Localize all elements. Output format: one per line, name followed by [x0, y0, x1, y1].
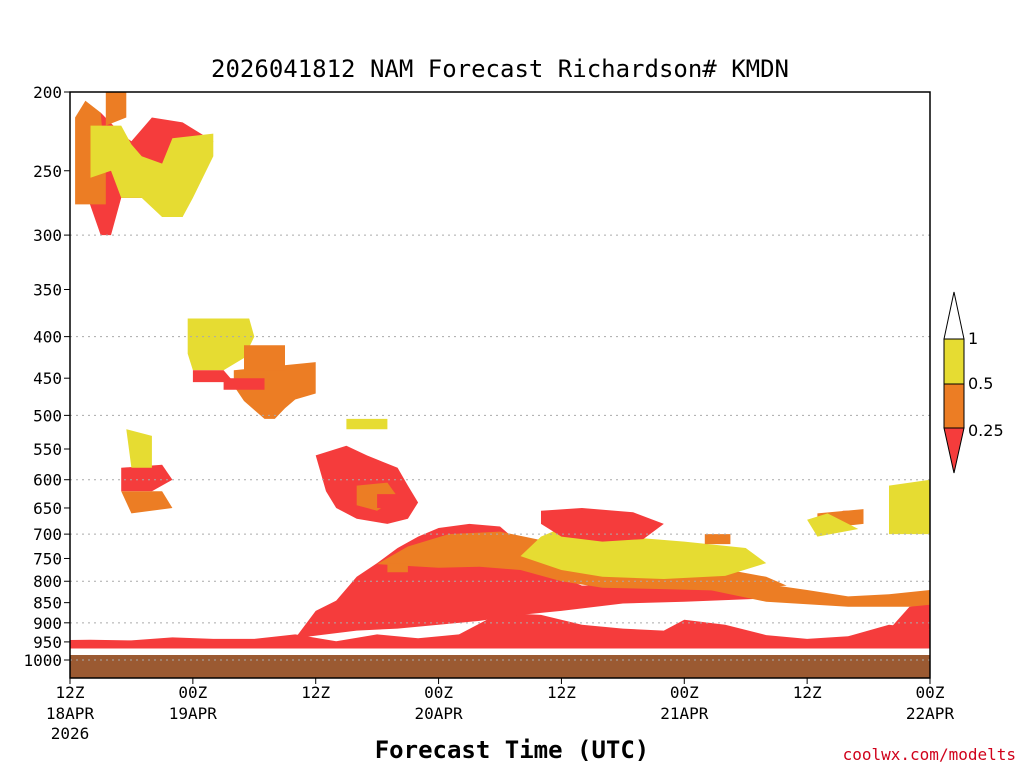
- ground-band: [70, 655, 930, 678]
- x-axis-label: Forecast Time (UTC): [375, 736, 650, 764]
- x-tick-year: 2026: [51, 724, 90, 743]
- y-tick-label: 600: [33, 471, 62, 490]
- colorbar-bin: [943, 383, 965, 429]
- y-tick-label: 950: [33, 633, 62, 652]
- y-tick-label: 1000: [23, 651, 62, 670]
- y-tick-label: 350: [33, 280, 62, 299]
- y-tick-label: 450: [33, 369, 62, 388]
- ri-region-low: [889, 604, 930, 630]
- ri-region-mid: [704, 534, 731, 545]
- y-tick-label: 750: [33, 549, 62, 568]
- plot-frame: [69, 91, 931, 679]
- ri-region-mid: [684, 581, 930, 607]
- ri-region-high: [889, 479, 930, 535]
- colorbar-bin: [943, 338, 965, 385]
- y-tick-label: 250: [33, 162, 62, 181]
- y-tick-label: 300: [33, 226, 62, 245]
- y-tick-label: 500: [33, 406, 62, 425]
- ri-region-low: [223, 378, 265, 390]
- ground-layer: [70, 655, 930, 678]
- colorbar-label: 0.25: [968, 421, 1004, 440]
- y-tick-label: 550: [33, 440, 62, 459]
- ri-region-high: [126, 429, 152, 468]
- ri-region-mid: [387, 563, 408, 573]
- colorbar: 1 0.5 0.25: [943, 291, 1004, 474]
- ri-region-mid: [121, 491, 173, 514]
- x-tick-date: 22APR: [906, 704, 955, 723]
- ri-region-mid: [244, 345, 285, 371]
- x-tick-label: 12Z: [547, 683, 576, 702]
- colorbar-label: 1: [968, 329, 978, 348]
- y-tick-label: 700: [33, 525, 62, 544]
- y-axis: 200 250 300 350 400 450 500 550 600 650 700 750 800 8…: [23, 83, 70, 670]
- y-tick-label: 650: [33, 499, 62, 518]
- ri-region-low: [121, 464, 173, 492]
- x-tick-label: 12Z: [793, 683, 822, 702]
- ri-region-mid: [233, 362, 316, 419]
- y-tick-label: 900: [33, 614, 62, 633]
- ri-region-mid: [105, 92, 127, 126]
- x-tick-label: 12Z: [56, 683, 85, 702]
- ri-region-high: [807, 513, 859, 537]
- x-tick-label: 00Z: [424, 683, 453, 702]
- y-tick-label: 200: [33, 83, 62, 102]
- y-tick-label: 850: [33, 594, 62, 613]
- ri-region-high: [90, 125, 214, 217]
- x-tick-label: 12Z: [301, 683, 330, 702]
- colorbar-over-arrow: [943, 291, 965, 340]
- ri-region-low: [377, 494, 398, 508]
- ri-region-high: [187, 318, 255, 371]
- x-tick-date: 19APR: [169, 704, 218, 723]
- ri-region-low: [70, 612, 930, 649]
- ri-region-high: [520, 528, 767, 579]
- y-tick-label: 800: [33, 572, 62, 591]
- credit-text: coolwx.com/modelts: [843, 745, 1016, 764]
- chart-title: 2026041812 NAM Forecast Richardson# KMDN: [211, 55, 789, 83]
- y-tick-label: 400: [33, 328, 62, 347]
- colorbar-under-arrow: [943, 427, 965, 474]
- x-tick-date: 18APR: [46, 704, 95, 723]
- x-tick-date: 21APR: [660, 704, 709, 723]
- x-tick-label: 00Z: [178, 683, 207, 702]
- x-tick-date: 20APR: [414, 704, 463, 723]
- richardson-field: [70, 92, 930, 649]
- ri-region-low: [541, 508, 664, 542]
- ri-region-high: [346, 418, 388, 430]
- colorbar-label: 0.5: [968, 374, 993, 393]
- x-tick-label: 00Z: [670, 683, 699, 702]
- x-tick-label: 00Z: [916, 683, 945, 702]
- ri-region-low: [192, 370, 234, 383]
